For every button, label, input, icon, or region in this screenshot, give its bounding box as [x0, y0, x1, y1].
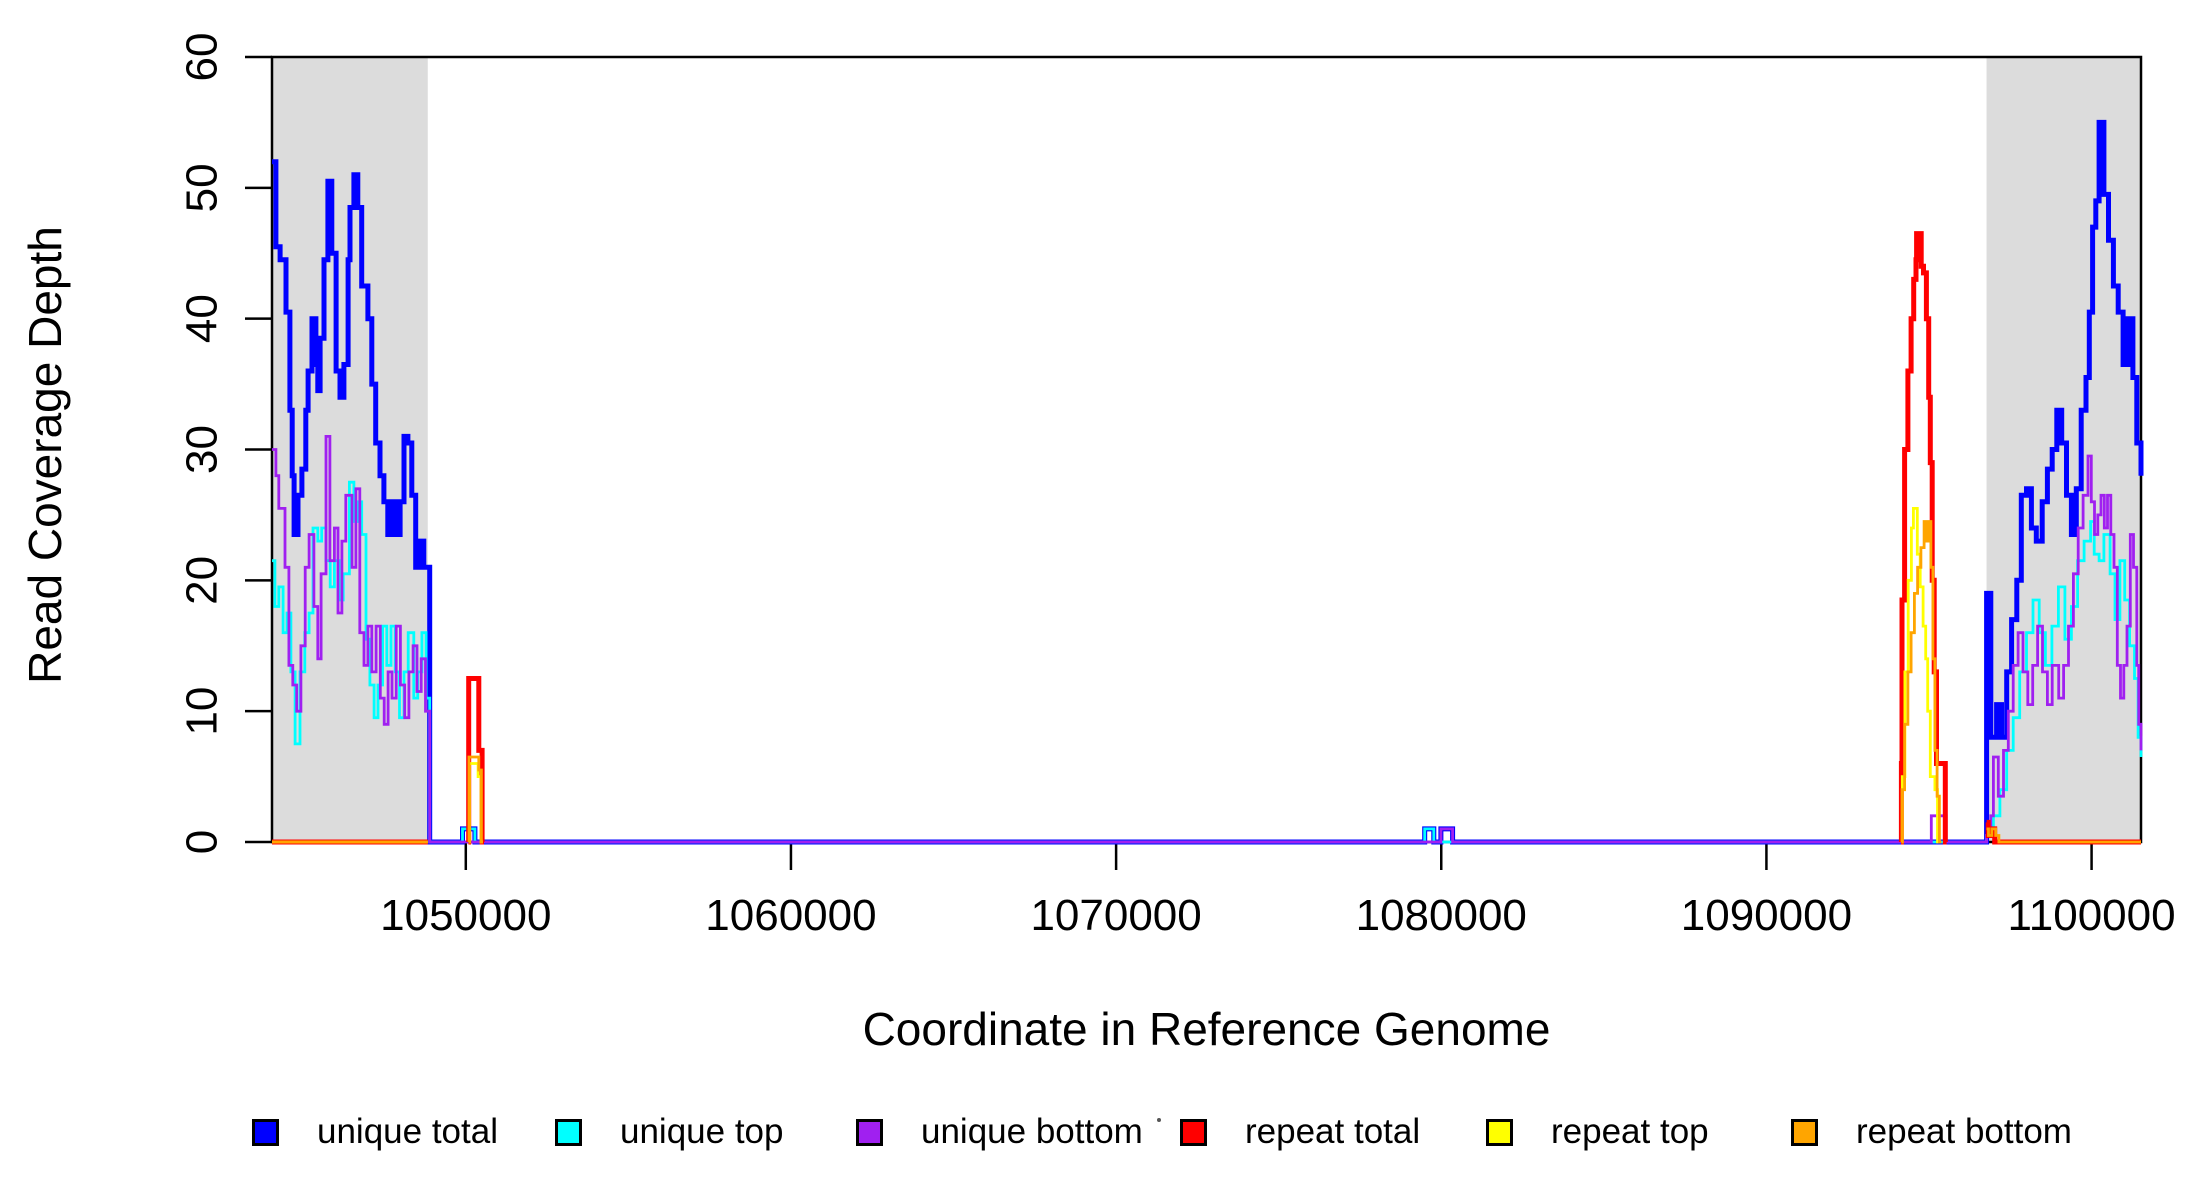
y-tick-label: 20: [178, 556, 227, 605]
series-line-unique-top: [272, 480, 2143, 844]
series-line-unique-bottom: [272, 435, 2143, 844]
x-axis-title: Coordinate in Reference Genome: [862, 1003, 1551, 1055]
y-tick-label: 0: [178, 830, 227, 854]
y-axis-title: Read Coverage Depth: [19, 226, 71, 684]
series-line-unique-total: [272, 119, 2144, 845]
plot-border: [270, 55, 2143, 844]
x-tick-label: 1050000: [380, 891, 551, 940]
x-tick-label: 1080000: [1356, 891, 1527, 940]
series-line-repeat-bottom: [467, 755, 483, 844]
y-tick-label: 60: [178, 33, 227, 82]
y-tick-label: 30: [178, 425, 227, 474]
y-tick-label: 10: [178, 687, 227, 736]
y-tick-label: 40: [178, 294, 227, 343]
y-tick-label: 50: [178, 163, 227, 212]
series-line-repeat-bottom: [1986, 827, 2141, 844]
highlight-region: [1986, 57, 2141, 842]
x-tick-label: 1070000: [1030, 891, 1201, 940]
x-tick-label: 1100000: [2008, 891, 2176, 940]
x-tick-label: 1060000: [705, 891, 876, 940]
x-tick-label: 1090000: [1681, 891, 1852, 940]
series-line-repeat-bottom: [1900, 520, 1942, 844]
